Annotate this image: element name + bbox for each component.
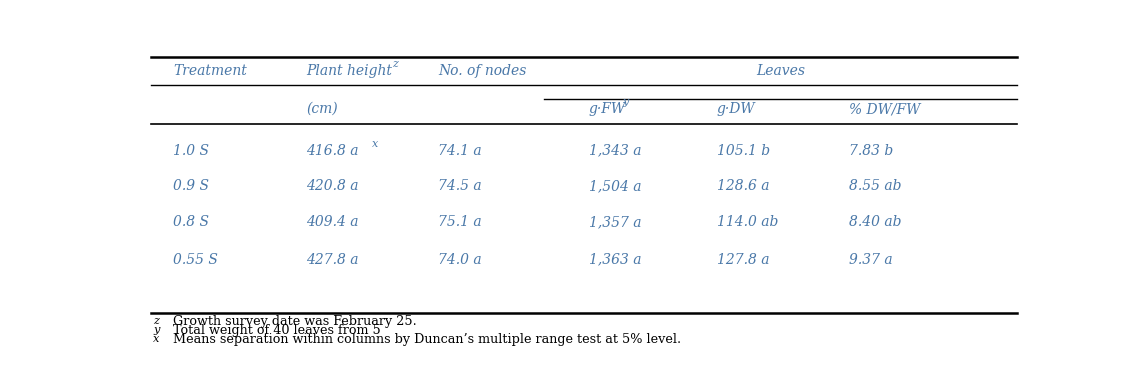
Text: No. of nodes: No. of nodes [439,64,527,78]
Text: Means separation within columns by Duncan’s multiple range test at 5% level.: Means separation within columns by Dunca… [169,332,681,346]
Text: 74.5 a: 74.5 a [439,180,482,194]
Text: 114.0 ab: 114.0 ab [717,215,779,229]
Text: 75.1 a: 75.1 a [439,215,482,229]
Text: 74.1 a: 74.1 a [439,144,482,158]
Text: 1,363 a: 1,363 a [588,252,641,267]
Text: Total weight of 40 leaves from 5: Total weight of 40 leaves from 5 [169,324,381,337]
Text: (cm): (cm) [306,102,337,116]
Text: 0.9 S: 0.9 S [173,180,210,194]
Text: y: y [153,325,160,335]
Text: x: x [153,334,160,344]
Text: 9.37 a: 9.37 a [849,252,893,267]
Text: 127.8 a: 127.8 a [717,252,770,267]
Text: 8.55 ab: 8.55 ab [849,180,902,194]
Text: g·FW: g·FW [588,102,626,116]
Text: Leaves: Leaves [756,64,805,78]
Text: % DW/FW: % DW/FW [849,102,921,116]
Text: 7.83 b: 7.83 b [849,144,894,158]
Text: 1,343 a: 1,343 a [588,144,641,158]
Text: 416.8 a: 416.8 a [306,144,358,158]
Text: z: z [153,316,160,326]
Text: Treatment: Treatment [173,64,247,78]
Text: 409.4 a: 409.4 a [306,215,358,229]
Text: Growth survey date was February 25.: Growth survey date was February 25. [169,315,417,328]
Text: 427.8 a: 427.8 a [306,252,358,267]
Text: 1,357 a: 1,357 a [588,215,641,229]
Text: 1,504 a: 1,504 a [588,180,641,194]
Text: 0.55 S: 0.55 S [173,252,218,267]
Text: 105.1 b: 105.1 b [717,144,770,158]
Text: 1.0 S: 1.0 S [173,144,210,158]
Text: g·DW: g·DW [717,102,756,116]
Text: 128.6 a: 128.6 a [717,180,770,194]
Text: 74.0 a: 74.0 a [439,252,482,267]
Text: z: z [392,59,398,69]
Text: 0.8 S: 0.8 S [173,215,210,229]
Text: y: y [622,97,628,106]
Text: Plant height: Plant height [306,64,392,78]
Text: 8.40 ab: 8.40 ab [849,215,902,229]
Text: 420.8 a: 420.8 a [306,180,358,194]
Text: x: x [372,139,378,149]
